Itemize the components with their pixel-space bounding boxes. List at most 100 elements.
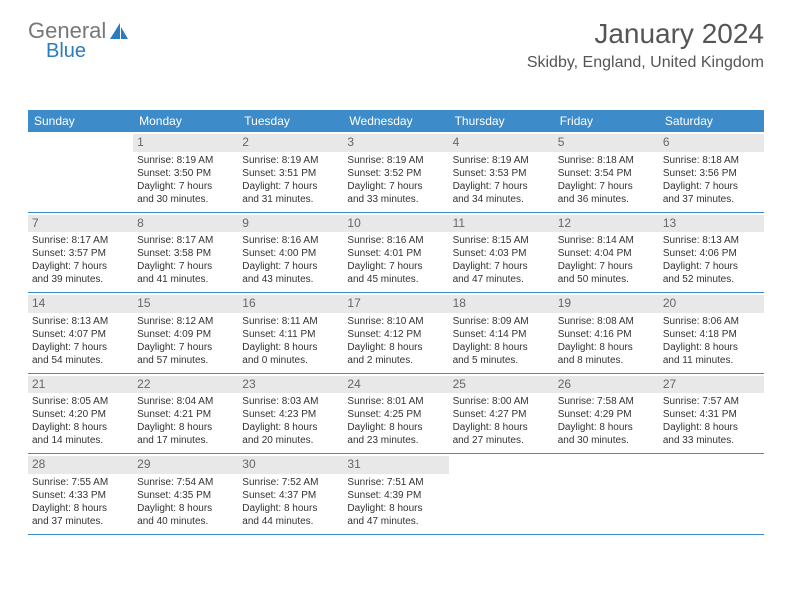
daylight-line-1: Daylight: 7 hours <box>32 260 129 273</box>
daylight-line-1: Daylight: 7 hours <box>663 260 760 273</box>
day-cell: 8Sunrise: 8:17 AMSunset: 3:58 PMDaylight… <box>133 213 238 293</box>
day-cell: 23Sunrise: 8:03 AMSunset: 4:23 PMDayligh… <box>238 374 343 454</box>
day-number: 19 <box>554 295 659 313</box>
day-number: 29 <box>133 456 238 474</box>
sunrise-line: Sunrise: 7:57 AM <box>663 395 760 408</box>
daylight-line-2: and 57 minutes. <box>137 354 234 367</box>
daylight-line-2: and 0 minutes. <box>242 354 339 367</box>
daylight-line-1: Daylight: 8 hours <box>347 421 444 434</box>
day-cell: 29Sunrise: 7:54 AMSunset: 4:35 PMDayligh… <box>133 454 238 534</box>
daylight-line-2: and 50 minutes. <box>558 273 655 286</box>
day-number: 16 <box>238 295 343 313</box>
day-cell: 19 Sunrise: 8:08 AMSunset: 4:16 PMDayligh… <box>554 293 659 373</box>
weeks-container: 1Sunrise: 8:19 AMSunset: 3:50 PMDaylight… <box>28 132 764 535</box>
day-cell: 10Sunrise: 8:16 AMSunset: 4:01 PMDayligh… <box>343 213 448 293</box>
sunset-line: Sunset: 4:18 PM <box>663 328 760 341</box>
day-cell <box>28 132 133 212</box>
daylight-line-2: and 37 minutes. <box>32 515 129 528</box>
sunrise-line: Sunrise: 8:00 AM <box>453 395 550 408</box>
sunset-line: Sunset: 4:12 PM <box>347 328 444 341</box>
sunrise-line: Sunrise: 8:14 AM <box>558 234 655 247</box>
sunset-line: Sunset: 4:07 PM <box>32 328 129 341</box>
day-cell: 13Sunrise: 8:13 AMSunset: 4:06 PMDayligh… <box>659 213 764 293</box>
day-number: 31 <box>343 456 448 474</box>
sunrise-line: Sunrise: 8:17 AM <box>137 234 234 247</box>
daylight-line-1: Daylight: 7 hours <box>453 260 550 273</box>
daylight-line-2: and 47 minutes. <box>347 515 444 528</box>
day-cell: 18 Sunrise: 8:09 AMSunset: 4:14 PMDayligh… <box>449 293 554 373</box>
day-cell: 2Sunrise: 8:19 AMSunset: 3:51 PMDaylight… <box>238 132 343 212</box>
sunset-line: Sunset: 4:11 PM <box>242 328 339 341</box>
sunset-line: Sunset: 4:33 PM <box>32 489 129 502</box>
day-cell: 4Sunrise: 8:19 AMSunset: 3:53 PMDaylight… <box>449 132 554 212</box>
daylight-line-1: Daylight: 8 hours <box>137 421 234 434</box>
sunset-line: Sunset: 4:09 PM <box>137 328 234 341</box>
daylight-line-1: Daylight: 7 hours <box>347 180 444 193</box>
sunrise-line: Sunrise: 8:19 AM <box>347 154 444 167</box>
sunrise-line: Sunrise: 8:01 AM <box>347 395 444 408</box>
sunset-line: Sunset: 4:14 PM <box>453 328 550 341</box>
daylight-line-2: and 43 minutes. <box>242 273 339 286</box>
sunset-line: Sunset: 4:23 PM <box>242 408 339 421</box>
day-cell: 1Sunrise: 8:19 AMSunset: 3:50 PMDaylight… <box>133 132 238 212</box>
page-header: January 2024 Skidby, England, United Kin… <box>527 18 764 72</box>
logo-text-2: Blue <box>46 40 86 63</box>
daylight-line-1: Daylight: 8 hours <box>453 341 550 354</box>
daylight-line-2: and 30 minutes. <box>558 434 655 447</box>
daylight-line-2: and 27 minutes. <box>453 434 550 447</box>
daylight-line-1: Daylight: 8 hours <box>137 502 234 515</box>
daylight-line-2: and 45 minutes. <box>347 273 444 286</box>
daylight-line-1: Daylight: 8 hours <box>558 341 655 354</box>
daylight-line-1: Daylight: 8 hours <box>558 421 655 434</box>
daylight-line-2: and 17 minutes. <box>137 434 234 447</box>
sunrise-line: Sunrise: 8:18 AM <box>558 154 655 167</box>
sunrise-line: Sunrise: 8:04 AM <box>137 395 234 408</box>
day-number: 4 <box>449 134 554 152</box>
daylight-line-2: and 33 minutes. <box>663 434 760 447</box>
daylight-line-1: Daylight: 8 hours <box>453 421 550 434</box>
day-cell: 11Sunrise: 8:15 AMSunset: 4:03 PMDayligh… <box>449 213 554 293</box>
day-cell: 3Sunrise: 8:19 AMSunset: 3:52 PMDaylight… <box>343 132 448 212</box>
sunset-line: Sunset: 4:29 PM <box>558 408 655 421</box>
daylight-line-1: Daylight: 7 hours <box>558 260 655 273</box>
daylight-line-2: and 54 minutes. <box>32 354 129 367</box>
sunrise-line: Sunrise: 8:18 AM <box>663 154 760 167</box>
sunset-line: Sunset: 3:57 PM <box>32 247 129 260</box>
sunrise-line: Sunrise: 7:51 AM <box>347 476 444 489</box>
day-number: 27 <box>659 376 764 394</box>
sunset-line: Sunset: 4:27 PM <box>453 408 550 421</box>
sunset-line: Sunset: 3:58 PM <box>137 247 234 260</box>
day-number: 9 <box>238 215 343 233</box>
day-cell: 30Sunrise: 7:52 AMSunset: 4:37 PMDayligh… <box>238 454 343 534</box>
sunrise-line: Sunrise: 8:08 AM <box>558 315 655 328</box>
day-cell <box>449 454 554 534</box>
daylight-line-2: and 20 minutes. <box>242 434 339 447</box>
day-number: 13 <box>659 215 764 233</box>
sunset-line: Sunset: 4:39 PM <box>347 489 444 502</box>
day-cell: 7Sunrise: 8:17 AMSunset: 3:57 PMDaylight… <box>28 213 133 293</box>
daylight-line-2: and 31 minutes. <box>242 193 339 206</box>
sunrise-line: Sunrise: 8:12 AM <box>137 315 234 328</box>
day-cell: 31Sunrise: 7:51 AMSunset: 4:39 PMDayligh… <box>343 454 448 534</box>
daylight-line-1: Daylight: 7 hours <box>347 260 444 273</box>
sunset-line: Sunset: 4:16 PM <box>558 328 655 341</box>
sunrise-line: Sunrise: 8:19 AM <box>242 154 339 167</box>
day-number: 18 <box>449 295 554 313</box>
daylight-line-2: and 41 minutes. <box>137 273 234 286</box>
day-cell: 25Sunrise: 8:00 AMSunset: 4:27 PMDayligh… <box>449 374 554 454</box>
day-number: 2 <box>238 134 343 152</box>
day-cell: 22Sunrise: 8:04 AMSunset: 4:21 PMDayligh… <box>133 374 238 454</box>
daylight-line-1: Daylight: 8 hours <box>242 421 339 434</box>
sunrise-line: Sunrise: 8:09 AM <box>453 315 550 328</box>
sunrise-line: Sunrise: 8:15 AM <box>453 234 550 247</box>
daylight-line-2: and 40 minutes. <box>137 515 234 528</box>
sunset-line: Sunset: 4:20 PM <box>32 408 129 421</box>
week-row: 7Sunrise: 8:17 AMSunset: 3:57 PMDaylight… <box>28 213 764 294</box>
day-cell: 26Sunrise: 7:58 AMSunset: 4:29 PMDayligh… <box>554 374 659 454</box>
sunset-line: Sunset: 4:37 PM <box>242 489 339 502</box>
day-header-cell: Wednesday <box>343 110 448 132</box>
day-number: 30 <box>238 456 343 474</box>
day-cell: 14Sunrise: 8:13 AMSunset: 4:07 PMDayligh… <box>28 293 133 373</box>
sunset-line: Sunset: 4:21 PM <box>137 408 234 421</box>
sunset-line: Sunset: 4:06 PM <box>663 247 760 260</box>
